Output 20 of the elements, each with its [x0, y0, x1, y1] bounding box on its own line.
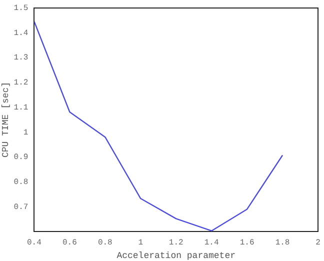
y-tick-label: 1.1 — [14, 103, 28, 112]
y-tick-label: 0.7 — [14, 202, 28, 212]
x-tick-label: 1.4 — [204, 238, 219, 248]
y-tick-label: 0.9 — [14, 153, 28, 162]
x-tick-label: 0.8 — [98, 238, 113, 248]
y-tick-label: 1 — [23, 128, 28, 138]
y-tick-label: 0.8 — [14, 178, 28, 187]
y-tick-label: 1.4 — [14, 28, 28, 38]
x-tick-label: 1 — [138, 238, 144, 248]
x-tick-label: 0.6 — [62, 238, 78, 248]
x-tick-label: 0.4 — [27, 238, 42, 248]
y-tick-label: 1.5 — [14, 4, 28, 13]
y-tick-label: 1.2 — [14, 78, 28, 88]
y-tick-label: 1.3 — [14, 54, 28, 63]
x-tick-label: 1.6 — [240, 238, 254, 248]
x-axis-title: Acceleration parameter — [116, 250, 236, 261]
x-tick-label: 2 — [316, 238, 321, 248]
x-tick-label: 1.8 — [275, 238, 290, 248]
y-axis-title: CPU TIME [sec] — [0, 82, 11, 158]
x-tick-label: 1.2 — [168, 238, 184, 248]
